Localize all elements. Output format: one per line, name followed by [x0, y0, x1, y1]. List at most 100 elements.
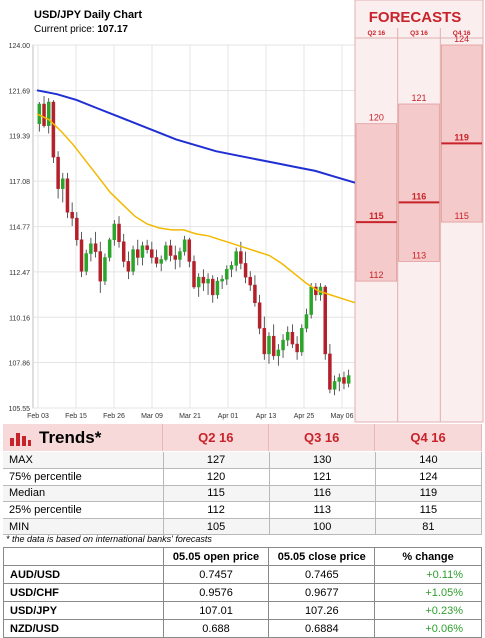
forecast-column-header: Q2 16 — [367, 30, 385, 37]
trends-row: 75% percentile 120 121 124 — [3, 468, 483, 486]
fx-pair: NZD/USD — [3, 619, 164, 638]
trends-col-q2: Q2 16 — [162, 424, 270, 451]
candle-body — [154, 257, 159, 264]
forecasts-title: FORECASTS — [369, 9, 462, 26]
forecast-range-box — [355, 123, 398, 282]
candle-body — [304, 314, 309, 329]
candle-body — [337, 377, 342, 382]
candle-body — [164, 245, 168, 260]
x-tick-label: Feb 26 — [103, 413, 125, 420]
candle-body — [295, 343, 299, 353]
candle-body — [290, 332, 295, 345]
candle-body — [178, 251, 182, 260]
trends-cell: 124 — [375, 468, 483, 486]
candle-body — [93, 243, 98, 252]
candle-body — [168, 245, 173, 256]
trends-row-label: MAX — [3, 452, 164, 470]
fx-open: 0.7457 — [162, 565, 270, 584]
candle-body — [210, 278, 215, 296]
trends-row-label: Median — [3, 485, 164, 503]
candle-body — [192, 261, 196, 288]
y-tick-label: 121.69 — [9, 88, 31, 95]
chart: 124.00 121.69 119.39 117.08 114.77 112.47 110.… — [8, 0, 484, 423]
candle-body — [328, 353, 332, 390]
y-tick-label: 124.00 — [9, 43, 31, 50]
candle-body — [159, 259, 163, 264]
candle-body — [182, 239, 187, 252]
trends-row-label: MIN — [3, 518, 164, 536]
candle-body — [253, 284, 257, 303]
y-tick-label: 105.55 — [9, 406, 31, 413]
trends-cell: 119 — [375, 485, 483, 503]
candle-body — [300, 328, 304, 353]
candle-body — [332, 381, 337, 390]
trends-cell: 116 — [269, 485, 376, 503]
candle-body — [267, 335, 271, 355]
candle-body — [239, 251, 243, 264]
fx-header-open: 05.05 open price — [162, 547, 270, 566]
forecast-min-label: 113 — [412, 250, 426, 260]
y-tick-label: 112.47 — [9, 270, 30, 277]
trends-cell: 100 — [269, 518, 376, 536]
y-tick-label: 114.77 — [9, 225, 30, 232]
trends-row: MAX 127 130 140 — [3, 452, 483, 470]
candle-body — [215, 280, 220, 296]
trends-col-q4: Q4 16 — [374, 424, 482, 451]
trends-cell: 81 — [375, 518, 483, 536]
candle-body — [150, 249, 154, 258]
fx-row: NZD/USD 0.688 0.6884 +0.06% — [3, 619, 482, 638]
forecast-column-header: Q3 16 — [410, 30, 428, 37]
candle-body — [281, 339, 285, 351]
candle-body — [201, 276, 206, 284]
forecast-max-label: 124 — [454, 34, 469, 44]
chart-title: USD/JPY Daily Chart — [34, 9, 142, 21]
candle-body — [229, 265, 234, 270]
y-tick-label: 117.08 — [9, 179, 30, 186]
candle-body — [98, 251, 103, 282]
candle-body — [103, 257, 107, 282]
fx-row: USD/CHF 0.9576 0.9677 +1.05% — [3, 583, 482, 602]
candle-body — [225, 269, 229, 280]
y-tick-label: 107.86 — [9, 361, 31, 368]
trends-cell: 115 — [375, 501, 483, 519]
candle-body — [276, 349, 281, 357]
candle-body — [309, 286, 313, 315]
fx-pair: AUD/USD — [3, 565, 164, 584]
trends-col-q3: Q3 16 — [268, 424, 376, 451]
candle-body — [145, 245, 149, 250]
sma-short-line — [36, 113, 356, 304]
candle-body — [342, 377, 346, 384]
trends-cell: 127 — [163, 452, 270, 470]
fx-open: 0.9576 — [162, 583, 270, 602]
candle-body — [206, 278, 210, 284]
sma-long-line — [36, 89, 356, 184]
forecast-median-label: 115 — [369, 211, 384, 221]
fx-table: 05.05 open price 05.05 close price % cha… — [3, 547, 482, 638]
candle-body — [196, 276, 201, 288]
fx-header-change: % change — [374, 547, 482, 566]
trends-cell: 113 — [269, 501, 376, 519]
candle-body — [121, 241, 126, 262]
x-tick-label: Mar 21 — [179, 413, 201, 420]
trends-cell: 121 — [269, 468, 376, 486]
candle-body — [140, 245, 145, 258]
candle-body — [56, 156, 60, 189]
trends-row: MIN 105 100 81 — [3, 518, 483, 536]
candle-body — [70, 211, 74, 219]
fx-change: +0.23% — [374, 601, 482, 620]
forecast-min-label: 112 — [369, 270, 383, 280]
candle-body — [271, 335, 276, 357]
fx-row: AUD/USD 0.7457 0.7465 +0.11% — [3, 565, 482, 584]
fx-close: 0.9677 — [268, 583, 376, 602]
candle-body — [75, 217, 79, 241]
x-tick-label: May 06 — [331, 413, 354, 420]
bar-chart-icon — [10, 433, 31, 447]
current-price-label: Current price: — [34, 24, 95, 35]
fx-pair: USD/CHF — [3, 583, 164, 602]
fx-pair: USD/JPY — [3, 601, 164, 620]
fx-open: 107.01 — [162, 601, 270, 620]
fx-close: 107.26 — [268, 601, 376, 620]
trends-cell: 140 — [375, 452, 483, 470]
candle-body — [42, 103, 46, 126]
trends-table: MAX 127 130 140 75% percentile 120 121 124 Media… — [3, 452, 483, 536]
